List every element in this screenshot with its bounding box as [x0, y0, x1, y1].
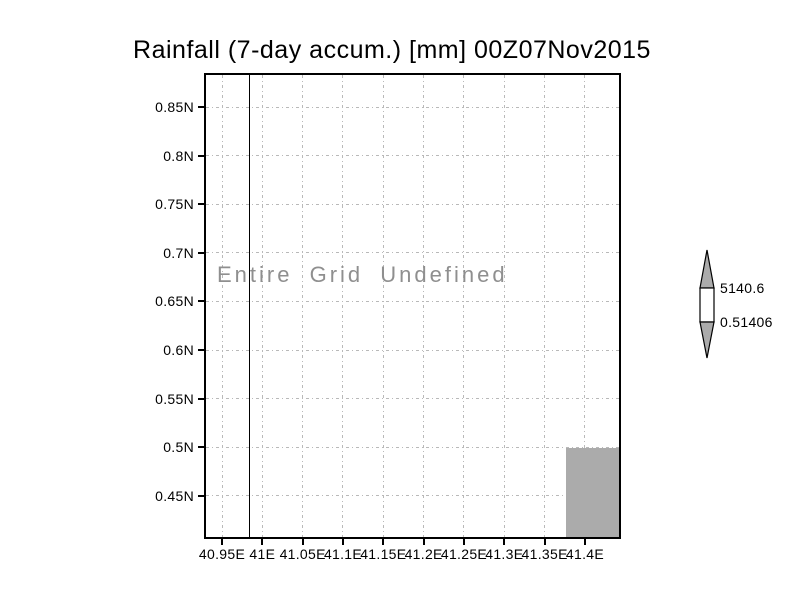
x-tick-label: 41E [249, 546, 276, 562]
y-gridline [206, 106, 619, 108]
x-tick-label: 41.1E [323, 546, 363, 562]
y-gridline [206, 446, 619, 448]
undefined-grid-annotation: Entire Grid Undefined [217, 262, 508, 287]
x-tick [382, 539, 385, 545]
x-tick [503, 539, 506, 545]
y-gridline [206, 155, 619, 157]
x-gridline [463, 75, 465, 537]
y-gridline [206, 203, 619, 205]
x-tick [221, 539, 223, 545]
y-gridline [206, 300, 619, 302]
x-tick [583, 539, 586, 545]
y-tick [198, 106, 204, 108]
map-boundary-line [249, 75, 250, 537]
x-tick-label: 41.2E [404, 546, 443, 562]
x-tick-label: 41.05E [279, 546, 326, 562]
x-tick [422, 539, 425, 545]
y-tick-label: 0.7N [163, 244, 194, 261]
y-tick-label: 0.45N [155, 487, 194, 504]
x-tick-label: 41.25E [440, 546, 488, 562]
y-tick-label: 0.6N [163, 342, 194, 358]
y-tick [198, 349, 204, 351]
colorbar-down-arrow-icon [699, 321, 715, 359]
colorbar-max-label: 5140.6 [720, 280, 765, 296]
x-gridline [544, 75, 546, 537]
x-gridline [302, 75, 304, 537]
x-gridline [584, 75, 586, 537]
x-gridline [342, 75, 344, 537]
x-gridline [221, 75, 223, 537]
x-gridline [382, 75, 384, 537]
y-gridline [206, 252, 619, 254]
x-tick [301, 539, 304, 545]
x-tick [543, 539, 546, 545]
y-tick [198, 446, 204, 449]
x-tick-label: 41.35E [521, 546, 568, 562]
y-tick-label: 0.55N [155, 390, 194, 407]
x-tick-label: 40.95E [198, 546, 246, 562]
colorbar [699, 249, 715, 359]
shaded-grid-cell [566, 448, 619, 537]
x-tick-label: 41.3E [485, 546, 524, 562]
y-tick-label: 0.75N [155, 196, 194, 213]
chart-title: Rainfall (7-day accum.) [mm] 00Z07Nov201… [133, 36, 651, 64]
y-tick [198, 397, 204, 400]
colorbar-up-arrow-icon [699, 249, 715, 289]
colorbar-band [699, 287, 715, 323]
y-tick-label: 0.65N [155, 293, 194, 310]
x-tick [462, 539, 465, 545]
y-tick-label: 0.85N [155, 99, 194, 115]
x-tick [261, 539, 264, 545]
y-tick [198, 154, 204, 157]
plot-frame [204, 73, 621, 539]
y-gridline [206, 349, 619, 351]
y-gridline [206, 495, 619, 497]
y-tick [198, 203, 204, 206]
y-gridline [206, 398, 619, 400]
x-gridline [261, 75, 263, 537]
colorbar-min-label: 0.51406 [720, 314, 773, 330]
x-gridline [503, 75, 505, 537]
y-tick-label: 0.8N [163, 147, 194, 164]
y-tick [198, 300, 204, 303]
y-tick [198, 494, 204, 497]
x-gridline [423, 75, 425, 537]
y-tick-label: 0.5N [163, 439, 194, 456]
x-tick-label: 41.4E [565, 546, 605, 562]
x-tick [341, 539, 344, 545]
x-tick-label: 41.15E [360, 546, 407, 562]
y-tick [198, 251, 204, 254]
